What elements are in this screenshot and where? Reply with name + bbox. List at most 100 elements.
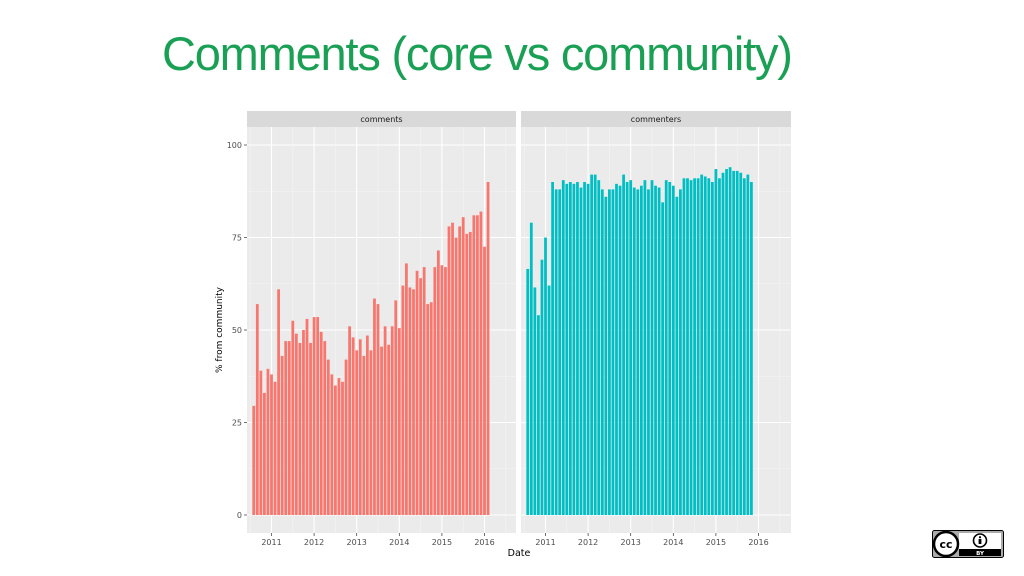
bar: [433, 267, 437, 515]
bar: [703, 176, 707, 515]
bar: [529, 222, 533, 515]
bar: [632, 187, 636, 516]
facet-strip: [247, 111, 516, 127]
bar: [468, 231, 472, 515]
bar: [472, 215, 476, 516]
bar: [735, 170, 739, 515]
bar: [707, 178, 711, 516]
cc-icon: [932, 530, 960, 558]
bar: [558, 189, 562, 515]
bar: [312, 317, 316, 515]
bar: [590, 174, 594, 515]
y-tick-label: 25: [232, 419, 242, 428]
bar: [344, 359, 348, 515]
x-tick-label: 2014: [389, 538, 409, 547]
bar: [397, 328, 401, 515]
bar: [380, 346, 383, 515]
cc-license-badge: cc BY: [932, 530, 1004, 558]
x-tick-label: 2015: [706, 538, 726, 547]
y-tick-label: 100: [227, 141, 242, 150]
bar: [742, 178, 746, 516]
bar: [533, 287, 537, 515]
bar: [537, 315, 540, 515]
bar: [547, 285, 551, 515]
bar: [668, 182, 672, 515]
bar: [714, 169, 718, 516]
panel-commenters: commenters 2011 2012 2013 2014 2015 2016: [521, 111, 791, 547]
bar: [686, 178, 689, 516]
facet-label: comments: [360, 115, 402, 124]
bar: [436, 250, 440, 515]
bar: [611, 189, 615, 515]
bar: [369, 350, 373, 515]
bar: [362, 355, 366, 515]
bar: [259, 370, 263, 515]
x-tick-label: 2016: [474, 538, 494, 547]
bar: [330, 374, 334, 515]
y-tick-label: 0: [237, 511, 242, 520]
facet-label: commenters: [631, 115, 681, 124]
bar: [657, 187, 661, 516]
bar: [358, 339, 362, 515]
bar: [586, 183, 590, 515]
bar: [309, 342, 312, 515]
x-tick-label: 2016: [748, 538, 768, 547]
x-tick-label: 2014: [663, 538, 683, 547]
slide-title: Comments (core vs community): [162, 27, 793, 80]
bar: [287, 341, 291, 515]
bar: [298, 342, 302, 515]
bar: [284, 341, 288, 515]
bar: [583, 182, 586, 515]
bar: [721, 172, 725, 515]
bar: [476, 215, 479, 516]
x-tick-label: 2013: [621, 538, 641, 547]
bar: [252, 405, 256, 515]
bar: [355, 350, 359, 515]
bar: [718, 178, 721, 516]
bar: [383, 326, 387, 515]
bar: [454, 237, 458, 515]
bar: [732, 170, 736, 515]
svg-text:BY: BY: [976, 551, 985, 557]
bar: [750, 182, 753, 515]
bar: [319, 331, 323, 515]
bar: [693, 178, 696, 516]
bar: [526, 268, 530, 515]
bar: [725, 169, 728, 516]
bar: [639, 185, 643, 515]
bar: [419, 278, 422, 515]
bar: [608, 189, 611, 515]
svg-text:cc: cc: [939, 538, 952, 551]
bar: [387, 344, 391, 515]
bar: [440, 265, 444, 515]
bar: [647, 189, 650, 515]
x-tick-label: 2012: [304, 538, 324, 547]
bar: [554, 189, 558, 515]
bar: [604, 196, 608, 516]
bar: [305, 318, 309, 515]
bar: [700, 174, 704, 515]
bar: [323, 341, 327, 515]
bar: [622, 174, 625, 515]
bar: [625, 182, 629, 515]
bar: [316, 317, 320, 515]
bar: [365, 335, 369, 515]
bar: [629, 180, 633, 515]
bar: [458, 226, 462, 515]
bar: [461, 217, 465, 515]
bar: [544, 237, 547, 515]
bar: [373, 298, 376, 515]
bar: [263, 392, 266, 515]
y-tick-label: 75: [232, 234, 242, 243]
bar: [412, 289, 415, 515]
bar: [302, 330, 305, 515]
bar: [334, 385, 337, 515]
bar: [597, 180, 601, 515]
bar: [643, 180, 647, 515]
bar: [654, 185, 657, 515]
bar: [615, 183, 618, 515]
bar: [682, 178, 686, 516]
bar: [270, 374, 273, 515]
y-tick-label: 50: [232, 326, 242, 335]
